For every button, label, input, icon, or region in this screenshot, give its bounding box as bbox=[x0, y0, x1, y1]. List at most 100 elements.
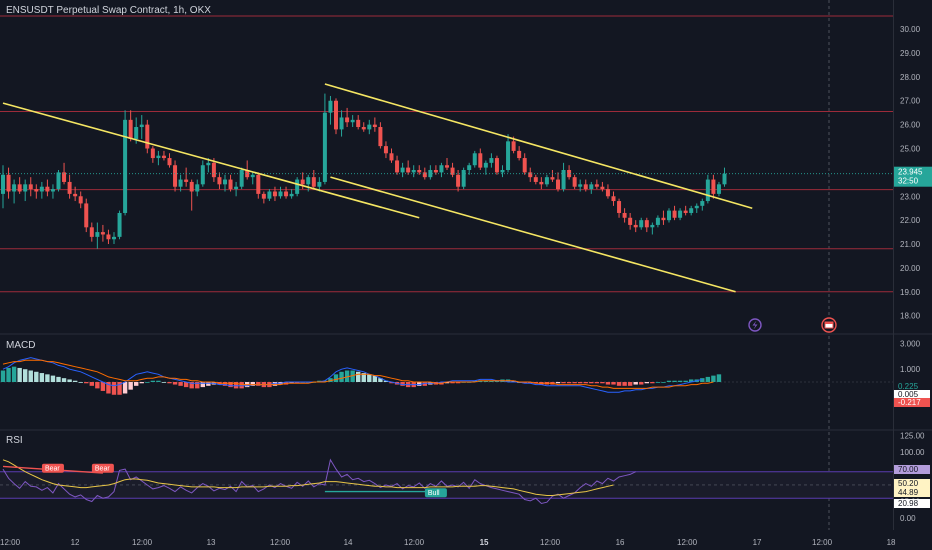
candle-body bbox=[605, 189, 610, 197]
time-tick-label: 13 bbox=[207, 538, 216, 547]
candle-body bbox=[278, 191, 283, 197]
candle-body bbox=[417, 170, 422, 173]
macd-histogram-bar bbox=[522, 382, 527, 384]
macd-histogram-bar bbox=[716, 374, 722, 382]
candle-body bbox=[250, 174, 255, 178]
macd-histogram-bar bbox=[589, 382, 594, 384]
candle-body bbox=[261, 193, 266, 199]
price-tick-label: 25.00 bbox=[900, 145, 921, 154]
candle-body bbox=[661, 217, 666, 221]
macd-histogram-bar bbox=[450, 382, 455, 384]
price-axis[interactable]: 30.0029.0028.0027.0026.0025.0024.0023.00… bbox=[894, 25, 932, 321]
candle-body bbox=[34, 189, 39, 192]
candle-body bbox=[156, 155, 161, 159]
time-tick-label: 12:00 bbox=[812, 538, 833, 547]
chart-icons[interactable] bbox=[748, 317, 837, 333]
candle-body bbox=[694, 205, 699, 209]
trendlines[interactable] bbox=[2, 83, 753, 293]
price-tick-label: 19.00 bbox=[900, 288, 921, 297]
time-axis[interactable]: 12:00 12 12:00 13 12:00 14 12:00 15 12:00 16 12:00… bbox=[0, 538, 896, 547]
price-tick-label: 18.00 bbox=[900, 312, 921, 321]
candle-body bbox=[256, 174, 261, 194]
macd-histogram-bar bbox=[400, 382, 405, 386]
candle-body bbox=[272, 191, 277, 197]
time-tick-label: 12:00 bbox=[540, 538, 561, 547]
candle-body bbox=[700, 201, 705, 206]
macd-histogram-bar bbox=[167, 382, 172, 384]
macd-histogram-bar bbox=[106, 382, 111, 394]
candle-body bbox=[184, 179, 189, 182]
candle-body bbox=[644, 220, 649, 228]
macd-histogram-bar bbox=[128, 382, 133, 390]
macd-histogram-bar bbox=[72, 380, 78, 382]
candle-body bbox=[439, 165, 444, 173]
macd-histogram-bar bbox=[478, 380, 483, 382]
price-tick-label: 23.00 bbox=[900, 192, 921, 201]
candle-body bbox=[522, 158, 527, 173]
candle-body bbox=[489, 158, 494, 163]
macd-histogram-bar bbox=[111, 382, 117, 395]
macd-histogram-bar bbox=[611, 382, 616, 385]
candle-body bbox=[23, 184, 28, 192]
rsi-tick-label: 100.00 bbox=[900, 448, 925, 457]
macd-line bbox=[2, 357, 703, 393]
candle-body bbox=[583, 184, 588, 190]
candle-body bbox=[461, 170, 466, 187]
candle-body bbox=[589, 184, 594, 190]
candle-body bbox=[239, 170, 244, 187]
candle-body bbox=[328, 100, 333, 113]
macd-histogram-bar bbox=[683, 380, 688, 382]
candle-body bbox=[544, 177, 549, 185]
candle-body bbox=[500, 170, 505, 173]
candle-body bbox=[467, 165, 472, 170]
macd-histogram-bar bbox=[206, 382, 211, 386]
candle-body bbox=[411, 170, 416, 173]
rsi-value-box bbox=[894, 479, 930, 488]
lightning-icon[interactable] bbox=[748, 318, 762, 332]
trendline bbox=[324, 83, 753, 209]
macd-value-box bbox=[894, 382, 930, 391]
candle-body bbox=[123, 119, 128, 213]
time-tick-label: 12:00 bbox=[404, 538, 425, 547]
candle-body bbox=[650, 224, 655, 228]
macd-histogram-bar bbox=[417, 382, 422, 386]
divergence-tag bbox=[41, 463, 64, 473]
candle-body bbox=[45, 186, 50, 192]
macd-histogram-bar bbox=[11, 366, 17, 382]
macd-histogram-bar bbox=[56, 376, 61, 382]
candle-body bbox=[56, 172, 61, 190]
macd-histogram-bar bbox=[650, 382, 655, 384]
candle-body bbox=[639, 220, 644, 228]
candle-body bbox=[317, 181, 322, 187]
macd-histogram-bar bbox=[139, 382, 144, 384]
rsi-value-box bbox=[894, 465, 930, 474]
candle-body bbox=[528, 172, 533, 178]
macd-histogram-bar bbox=[17, 367, 22, 382]
macd-histogram-bar bbox=[378, 378, 383, 382]
macd-histogram-bar bbox=[444, 382, 450, 384]
macd-histogram-bar bbox=[6, 367, 11, 382]
candle-body bbox=[345, 117, 350, 123]
candle-body bbox=[178, 179, 183, 187]
macd-histogram-bar bbox=[45, 374, 50, 382]
candle-body bbox=[433, 170, 438, 173]
macd-histogram-bar bbox=[294, 382, 300, 384]
price-tick-label: 22.00 bbox=[900, 216, 921, 225]
macd-histogram-bar bbox=[150, 380, 156, 382]
macd-histogram-bar bbox=[117, 382, 122, 395]
candle-body bbox=[556, 179, 560, 190]
macd-histogram-bar bbox=[533, 382, 538, 384]
rsi-tick-label: 0.00 bbox=[900, 514, 916, 523]
macd-histogram-bar bbox=[666, 380, 672, 382]
candle-body bbox=[633, 224, 638, 228]
macd-histogram-bar bbox=[578, 382, 583, 384]
calendar-flag-icon[interactable] bbox=[821, 317, 837, 333]
macd-histogram-bar bbox=[39, 373, 45, 382]
macd-histogram-bar bbox=[344, 370, 350, 382]
candle-body bbox=[611, 196, 616, 202]
countdown-label: 32:50 bbox=[898, 177, 919, 186]
candle-body bbox=[450, 167, 455, 175]
time-tick-label: 12:00 bbox=[0, 538, 21, 547]
candle-body bbox=[395, 160, 400, 173]
